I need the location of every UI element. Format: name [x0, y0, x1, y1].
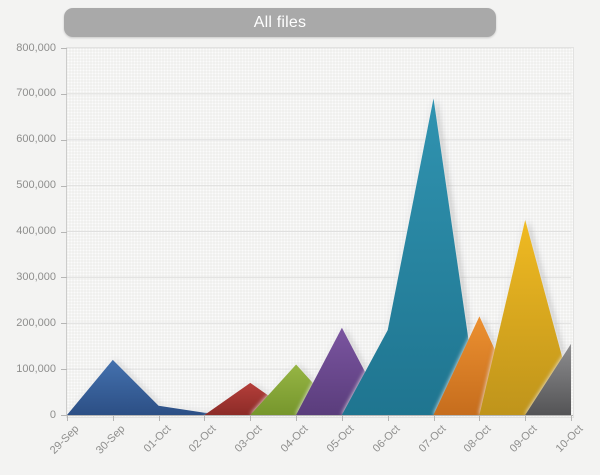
x-axis-tick [479, 416, 480, 421]
y-axis-tick [61, 186, 67, 187]
x-axis-label: 30-Sep [93, 423, 128, 457]
x-axis-label: 09-Oct [507, 423, 540, 455]
area-blue-peak-30-sep[interactable] [67, 359, 251, 415]
x-axis-label: 05-Oct [324, 423, 357, 455]
x-axis-tick [434, 416, 435, 421]
y-axis-label: 0 [49, 408, 56, 421]
x-axis-tick [113, 416, 114, 421]
x-axis-tick [159, 416, 160, 421]
y-axis-tick [61, 369, 67, 370]
x-axis-tick [67, 416, 68, 421]
y-axis-label: 300,000 [16, 270, 56, 283]
x-axis-tick [204, 416, 205, 421]
area-yellow-peak-09-oct[interactable] [479, 220, 571, 415]
plot-area-background [66, 47, 574, 418]
x-axis-label: 07-Oct [416, 423, 449, 455]
x-axis-label: 01-Oct [141, 423, 174, 455]
x-axis-tick [525, 416, 526, 421]
x-axis-tick [571, 416, 572, 421]
x-axis-label: 02-Oct [187, 423, 219, 455]
area-teal-peak-07-oct[interactable] [341, 98, 480, 416]
y-axis-tick [61, 140, 67, 141]
y-axis-tick [61, 48, 67, 49]
y-axis-tick [61, 415, 67, 416]
x-axis-label: 10-Oct [553, 423, 586, 455]
area-chart-canvas[interactable] [67, 48, 571, 416]
y-axis-tick [61, 277, 67, 278]
x-axis-label: 29-Sep [47, 423, 82, 457]
x-axis-label: 03-Oct [232, 423, 265, 455]
y-axis-label: 600,000 [16, 133, 56, 146]
y-axis-label: 800,000 [16, 41, 56, 54]
chart-title-bar[interactable]: All files [64, 8, 496, 37]
y-axis-label: 200,000 [16, 316, 56, 329]
x-axis-label: 08-Oct [462, 423, 494, 455]
chart-title: All files [253, 13, 307, 31]
x-axis-label: 06-Oct [370, 423, 403, 455]
y-axis-tick [61, 323, 67, 324]
x-axis-tick [388, 416, 389, 421]
y-axis-label: 500,000 [16, 179, 56, 192]
y-axis-label: 100,000 [16, 362, 56, 375]
y-axis-tick [61, 94, 67, 95]
x-axis-tick [250, 416, 251, 421]
x-axis-tick [342, 416, 343, 421]
x-axis-line [66, 415, 573, 416]
y-axis-tick [61, 232, 67, 233]
y-axis-label: 400,000 [16, 225, 56, 237]
x-axis-tick [296, 416, 297, 421]
y-axis-label: 700,000 [16, 87, 56, 100]
x-axis-label: 04-Oct [278, 423, 311, 455]
